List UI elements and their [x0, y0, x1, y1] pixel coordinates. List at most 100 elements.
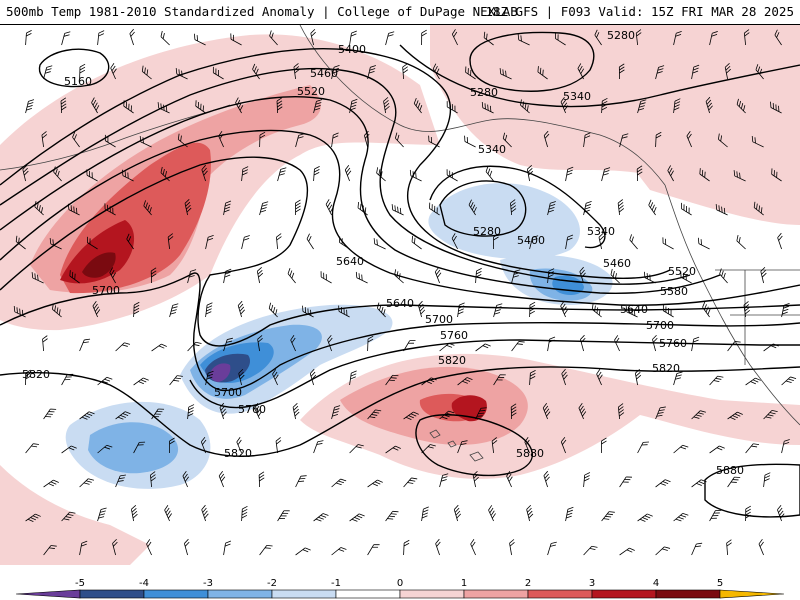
wind-barb-flag	[100, 510, 106, 513]
contour-label-5340: 5340	[563, 90, 591, 103]
wind-barb-flag	[346, 309, 348, 316]
wind-barb-flag	[476, 268, 482, 272]
wind-barb	[617, 403, 625, 420]
wind-barb-flag	[602, 173, 609, 176]
wind-barb-flag	[624, 479, 631, 481]
wind-barb-flag	[383, 100, 389, 105]
wind-barb	[472, 471, 479, 488]
wind-barb-shaft	[755, 69, 764, 80]
wind-barb-flag	[496, 379, 503, 381]
wind-barb-flag	[707, 309, 711, 315]
wind-barb-flag	[33, 443, 39, 445]
wind-barb-flag	[397, 206, 399, 213]
wind-barb-flag	[712, 31, 718, 34]
wind-barb-flag	[537, 66, 539, 72]
wind-barb-shaft	[413, 103, 422, 114]
wind-barb	[509, 539, 515, 556]
wind-barb-flag	[758, 205, 761, 212]
wind-barb-flag	[187, 413, 194, 417]
wind-barb-shaft	[655, 479, 666, 488]
wind-barb-flag	[320, 515, 327, 518]
wind-barb	[241, 166, 249, 182]
wind-barb-flag	[658, 65, 665, 68]
wind-barb-shaft	[774, 34, 782, 46]
wind-barb-flag	[635, 369, 640, 374]
wind-barb-flag	[244, 235, 250, 238]
wind-barb-flag	[317, 440, 324, 443]
wind-barb	[287, 268, 296, 284]
wind-barb-flag	[560, 96, 565, 103]
wind-barb	[524, 437, 530, 454]
wind-barb-flag	[147, 204, 150, 211]
contour-5160	[38, 48, 110, 88]
wind-barb	[520, 99, 530, 114]
wind-barb-flag	[239, 371, 244, 377]
wind-barb-flag	[110, 63, 115, 69]
wind-barb-flag	[149, 207, 152, 213]
wind-barb-flag	[751, 135, 754, 142]
wind-barb	[751, 135, 764, 148]
wind-barb-flag	[636, 165, 643, 170]
wind-barb-flag	[279, 518, 285, 519]
wind-barb-shaft	[43, 545, 52, 556]
wind-barb	[453, 504, 462, 522]
legend-tick-label: -5	[75, 578, 85, 589]
legend-tick-label: -3	[203, 578, 213, 589]
wind-barb-flag	[509, 542, 515, 547]
wind-barb-flag	[239, 374, 245, 380]
wind-barb-flag	[350, 104, 357, 108]
wind-barb	[131, 505, 138, 522]
wind-barb-flag	[45, 416, 52, 418]
wind-barb-flag	[578, 65, 583, 72]
wind-barb-flag	[57, 170, 60, 177]
wind-barb	[439, 343, 455, 352]
wind-barb	[655, 131, 662, 148]
wind-barb	[61, 31, 71, 46]
wind-barb-flag	[327, 334, 332, 340]
wind-barb-flag	[471, 204, 476, 211]
wind-barb-shaft	[241, 508, 243, 522]
contour-label-5280: 5280	[470, 86, 498, 99]
wind-barb-shaft	[428, 141, 440, 148]
coastlines	[0, 25, 800, 462]
wind-barb	[636, 165, 643, 182]
wind-barb-flag	[133, 307, 140, 312]
wind-barb	[736, 235, 746, 250]
wind-barb-flag	[448, 410, 455, 414]
wind-barb-flag	[566, 172, 573, 176]
wind-barb-flag	[517, 34, 520, 40]
wind-barb-shaft	[112, 543, 116, 556]
wind-barb-flag	[431, 204, 433, 211]
wind-barb-flag	[197, 102, 200, 108]
wind-barb-flag	[358, 273, 360, 280]
wind-barb-shaft	[34, 206, 44, 216]
wind-barb-flag	[58, 309, 61, 316]
wind-barb-flag	[426, 381, 432, 384]
wind-barb-flag	[224, 274, 231, 278]
wind-barb-flag	[777, 504, 782, 510]
wind-barb-flag	[567, 506, 574, 510]
contour-label-5280: 5280	[473, 225, 501, 238]
wind-barb	[160, 166, 170, 182]
wind-barb-flag	[489, 105, 492, 112]
wind-barb-flag	[637, 171, 643, 176]
wind-barb-flag	[754, 137, 756, 144]
wind-barb	[743, 301, 750, 318]
wind-barb	[306, 233, 314, 250]
wind-barb-flag	[755, 64, 759, 70]
wind-barb	[434, 266, 442, 284]
wind-barb-shaft	[760, 271, 764, 284]
north-america-west-coast	[664, 184, 800, 426]
wind-barb-flag	[555, 32, 556, 39]
wind-barb	[781, 376, 797, 386]
wind-barb	[429, 202, 440, 216]
wind-barb	[446, 169, 458, 182]
wind-barb-flag	[111, 65, 116, 72]
wind-barb-flag	[546, 411, 551, 417]
wind-barb	[175, 68, 188, 80]
wind-barb-flag	[104, 134, 106, 141]
wind-barb-shaft	[457, 377, 468, 386]
wind-barb-flag	[421, 515, 428, 519]
wind-barb-flag	[120, 474, 126, 477]
wind-barb-flag	[92, 99, 97, 106]
